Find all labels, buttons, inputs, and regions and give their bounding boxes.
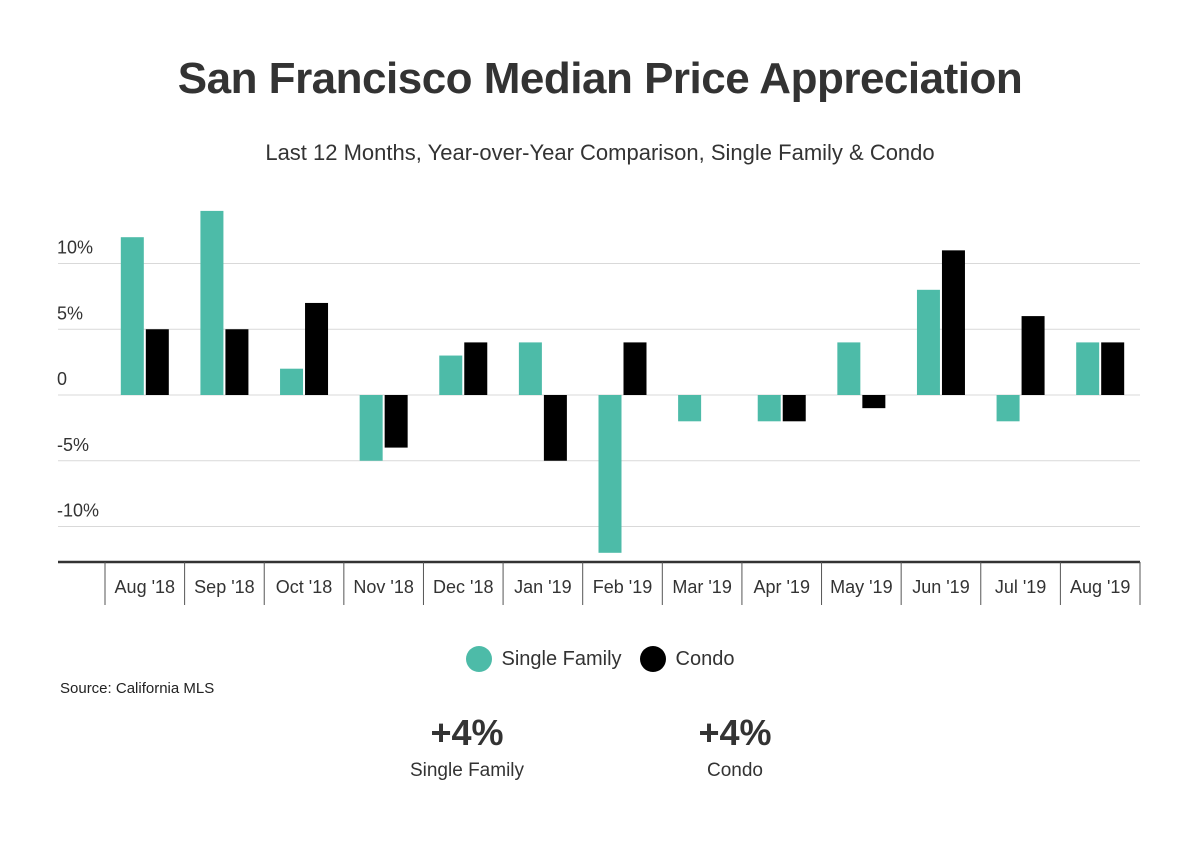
x-tick-label: Sep '18 — [194, 577, 255, 597]
x-tick-label: Jul '19 — [995, 577, 1046, 597]
x-tick-label: Nov '18 — [353, 577, 413, 597]
source-note: Source: California MLS — [60, 680, 215, 697]
legend: Single Family Condo — [0, 646, 1200, 672]
chart-subtitle: Last 12 Months, Year-over-Year Compariso… — [265, 140, 935, 165]
x-tick-label: Aug '19 — [1070, 577, 1131, 597]
x-tick-label: Jan '19 — [514, 577, 571, 597]
bar-single-family-dec-18 — [439, 355, 463, 395]
summary-condo-value: +4% — [698, 712, 772, 753]
bar-condo-feb-19 — [623, 342, 647, 395]
x-tick-label: Feb '19 — [593, 577, 652, 597]
summary-condo: +4% Condo — [625, 712, 845, 782]
y-tick-label: -5% — [57, 435, 89, 455]
bar-condo-sep-18 — [225, 329, 249, 395]
bar-single-family-apr-19 — [757, 395, 781, 422]
bar-condo-aug-18 — [145, 329, 169, 395]
bar-single-family-sep-18 — [200, 210, 224, 395]
y-tick-label: 0 — [57, 369, 67, 389]
legend-label-condo: Condo — [675, 647, 735, 670]
summary-condo-label: Condo — [707, 760, 763, 781]
legend-swatch-single-family — [465, 646, 492, 672]
bar-condo-oct-18 — [305, 302, 329, 395]
x-tick-label: Oct '18 — [276, 577, 332, 597]
bar-single-family-aug-18 — [120, 237, 144, 395]
bar-single-family-jan-19 — [518, 342, 542, 395]
legend-swatch-condo — [639, 646, 666, 672]
bar-single-family-nov-18 — [359, 395, 383, 461]
chart-title: San Francisco Median Price Appreciation — [177, 54, 1023, 103]
bar-condo-aug-19 — [1101, 342, 1125, 395]
x-tick-label: Apr '19 — [753, 577, 809, 597]
bar-condo-may-19 — [862, 395, 886, 409]
bar-single-family-may-19 — [837, 342, 861, 395]
bar-chart: 10% 5% 0 -5% -10% Aug '18 Sep '18 Oct '18 Nov '1… — [57, 210, 1141, 605]
x-tick-label: Mar '19 — [672, 577, 731, 597]
summary-single-family: +4% Single Family — [357, 712, 577, 782]
bar-condo-jul-19 — [1021, 316, 1045, 395]
bar-single-family-mar-19 — [678, 395, 702, 422]
bar-single-family-aug-19 — [1076, 342, 1100, 395]
x-tick-label: Dec '18 — [433, 577, 493, 597]
summary-single-family-label: Single Family — [409, 760, 525, 781]
bar-single-family-jun-19 — [916, 289, 940, 395]
bar-condo-apr-19 — [782, 395, 806, 422]
legend-item-single-family: Single Family — [465, 646, 622, 672]
bar-condo-jun-19 — [941, 250, 965, 395]
legend-label-single-family: Single Family — [501, 647, 622, 670]
y-tick-label: -10% — [57, 501, 99, 521]
bar-single-family-oct-18 — [280, 368, 304, 395]
x-tick-label: Aug '18 — [115, 577, 176, 597]
bar-single-family-feb-19 — [598, 395, 622, 553]
bar-condo-jan-19 — [543, 395, 567, 461]
bar-condo-nov-18 — [384, 395, 408, 448]
legend-item-condo: Condo — [639, 646, 735, 672]
y-tick-label: 10% — [57, 238, 93, 258]
bar-condo-dec-18 — [464, 342, 488, 395]
bar-single-family-jul-19 — [996, 395, 1020, 422]
x-tick-label: May '19 — [830, 577, 892, 597]
y-tick-label: 5% — [57, 303, 83, 323]
x-tick-label: Jun '19 — [912, 577, 969, 597]
summary-single-family-value: +4% — [430, 712, 504, 753]
